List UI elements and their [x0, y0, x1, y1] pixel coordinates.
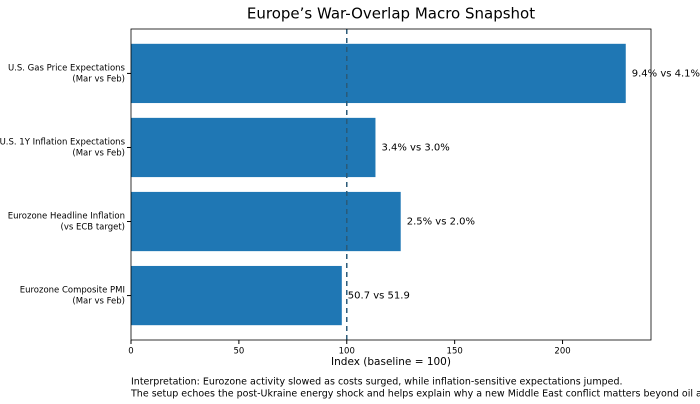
y-tick-label: (Mar vs Feb) — [72, 74, 125, 84]
chart-title: Europe’s War-Overlap Macro Snapshot — [247, 5, 535, 23]
bar — [131, 191, 401, 252]
x-tick-label: 50 — [233, 347, 244, 357]
y-tick-label: Eurozone Composite PMI — [20, 286, 125, 296]
x-axis-label: Index (baseline = 100) — [331, 356, 451, 368]
bar — [131, 117, 376, 178]
x-tick-label: 150 — [447, 347, 463, 357]
bar-note: 9.4% vs 4.1% — [632, 68, 700, 79]
y-tick-label: (vs ECB target) — [61, 223, 125, 233]
x-tick-label: 100 — [339, 347, 355, 357]
y-tick-label: Eurozone Headline Inflation — [8, 212, 125, 222]
y-tick-label: (Mar vs Feb) — [72, 148, 125, 158]
bar-note: 2.5% vs 2.0% — [407, 217, 475, 228]
bar-note: 3.4% vs 3.0% — [381, 142, 449, 153]
footnote: The setup echoes the post-Ukraine energy… — [130, 389, 700, 400]
plot-frame — [130, 28, 652, 341]
bar-note: 50.7 vs 51.9 — [348, 291, 410, 302]
y-tick-label: U.S. 1Y Inflation Expectations — [0, 137, 126, 147]
x-tick-label: 0 — [128, 347, 133, 357]
x-tick-label: 200 — [554, 347, 570, 357]
y-tick-label: (Mar vs Feb) — [72, 297, 125, 307]
footnote: Interpretation: Eurozone activity slowed… — [131, 377, 623, 388]
bar — [131, 43, 626, 104]
bar — [131, 265, 342, 326]
y-tick-label: U.S. Gas Price Expectations — [8, 63, 126, 73]
